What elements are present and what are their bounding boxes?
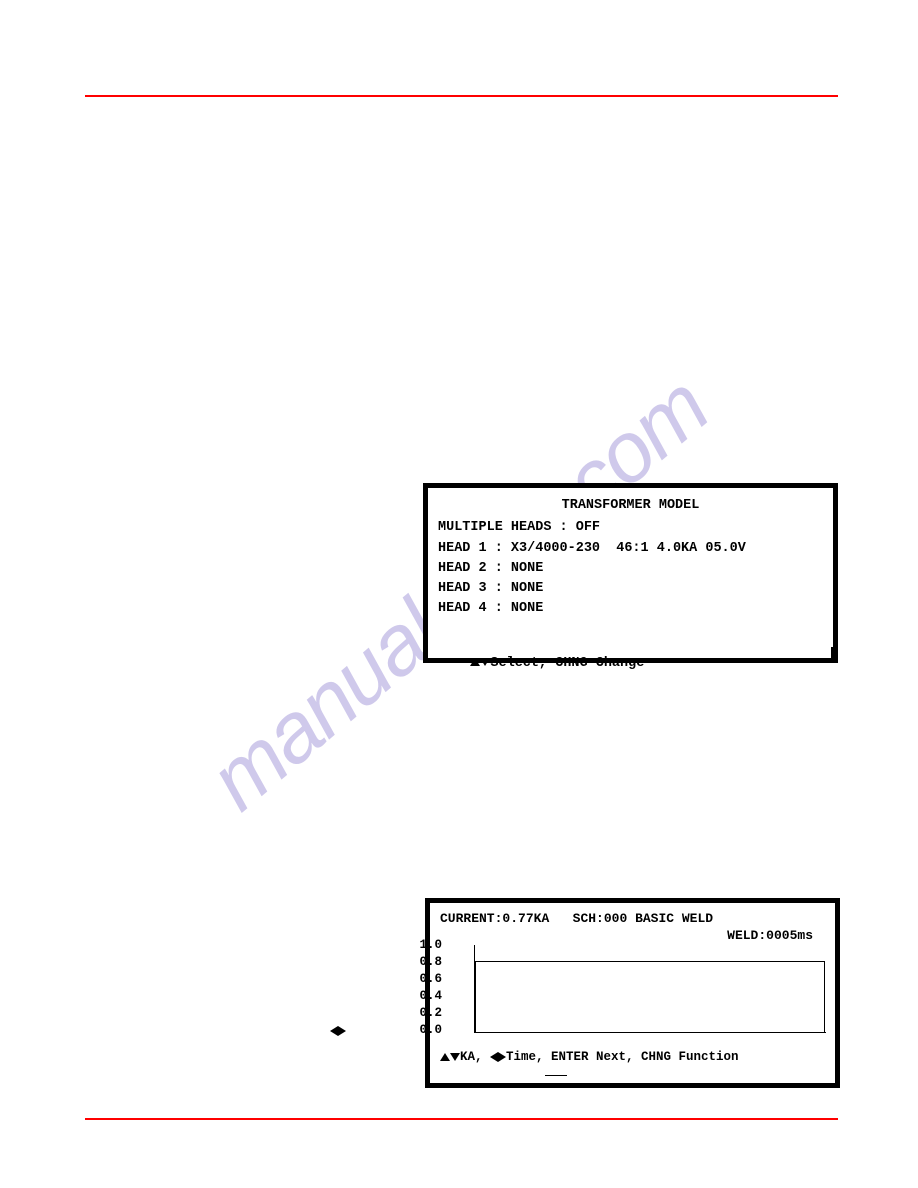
y-label: 0.6	[419, 972, 442, 986]
weld-line: WELD:0005ms	[440, 928, 825, 943]
footer-ka: KA,	[460, 1050, 490, 1064]
left-arrow-icon	[330, 1026, 338, 1036]
head-3-row: HEAD 3 : NONE	[438, 579, 823, 599]
down-arrow-icon	[480, 658, 490, 666]
nav-hint-text: Select, CHNG Change	[490, 656, 644, 671]
current-unit: KA	[534, 911, 550, 926]
down-arrow-icon	[450, 1053, 460, 1061]
up-arrow-icon	[440, 1053, 450, 1061]
y-label: 1.0	[419, 938, 442, 952]
weld-value: 0005	[766, 928, 797, 943]
chart-bar	[475, 961, 825, 1033]
underline-mark	[545, 1075, 567, 1076]
left-arrow-icon	[490, 1052, 498, 1062]
sch-label: SCH:000 BASIC WELD	[573, 911, 713, 926]
chart-plot	[474, 945, 826, 1033]
transformer-model-panel: TRANSFORMER MODEL MULTIPLE HEADS : OFF H…	[423, 483, 838, 663]
weld-label: WELD:	[727, 928, 766, 943]
head-4-row: HEAD 4 : NONE	[438, 599, 823, 619]
up-arrow-icon	[470, 658, 480, 666]
y-label: 0.8	[419, 955, 442, 969]
current-value: 0.77	[502, 911, 533, 926]
transformer-nav-hint: Select, CHNG Change	[438, 634, 823, 695]
head-1-row: HEAD 1 : X3/4000-230 46:1 4.0KA 05.0V	[438, 539, 823, 559]
right-arrow-icon	[338, 1026, 346, 1036]
chart-header: CURRENT:0.77KA SCH:000 BASIC WELD	[440, 911, 825, 926]
y-label: 0.4	[419, 989, 442, 1003]
weld-chart-panel: CURRENT:0.77KA SCH:000 BASIC WELD WELD:0…	[425, 898, 840, 1088]
footer-divider	[85, 1118, 838, 1120]
header-divider	[85, 95, 838, 97]
chart-footer: KA, Time, ENTER Next, CHNG Function	[440, 1050, 825, 1064]
y-label: 0.0	[419, 1023, 442, 1037]
y-label: 0.2	[419, 1006, 442, 1020]
right-arrow-icon	[498, 1052, 506, 1062]
head-2-row: HEAD 2 : NONE	[438, 559, 823, 579]
left-right-arrows	[330, 1022, 346, 1040]
panel-tick-mark	[831, 647, 833, 661]
multiple-heads-row: MULTIPLE HEADS : OFF	[438, 518, 823, 538]
chart-area: 1.0 0.8 0.6 0.4 0.2 0.0	[440, 945, 825, 1040]
footer-time: Time, ENTER Next, CHNG Function	[506, 1050, 739, 1064]
transformer-title: TRANSFORMER MODEL	[438, 496, 823, 516]
current-label: CURRENT:	[440, 911, 502, 926]
weld-unit: ms	[797, 928, 813, 943]
